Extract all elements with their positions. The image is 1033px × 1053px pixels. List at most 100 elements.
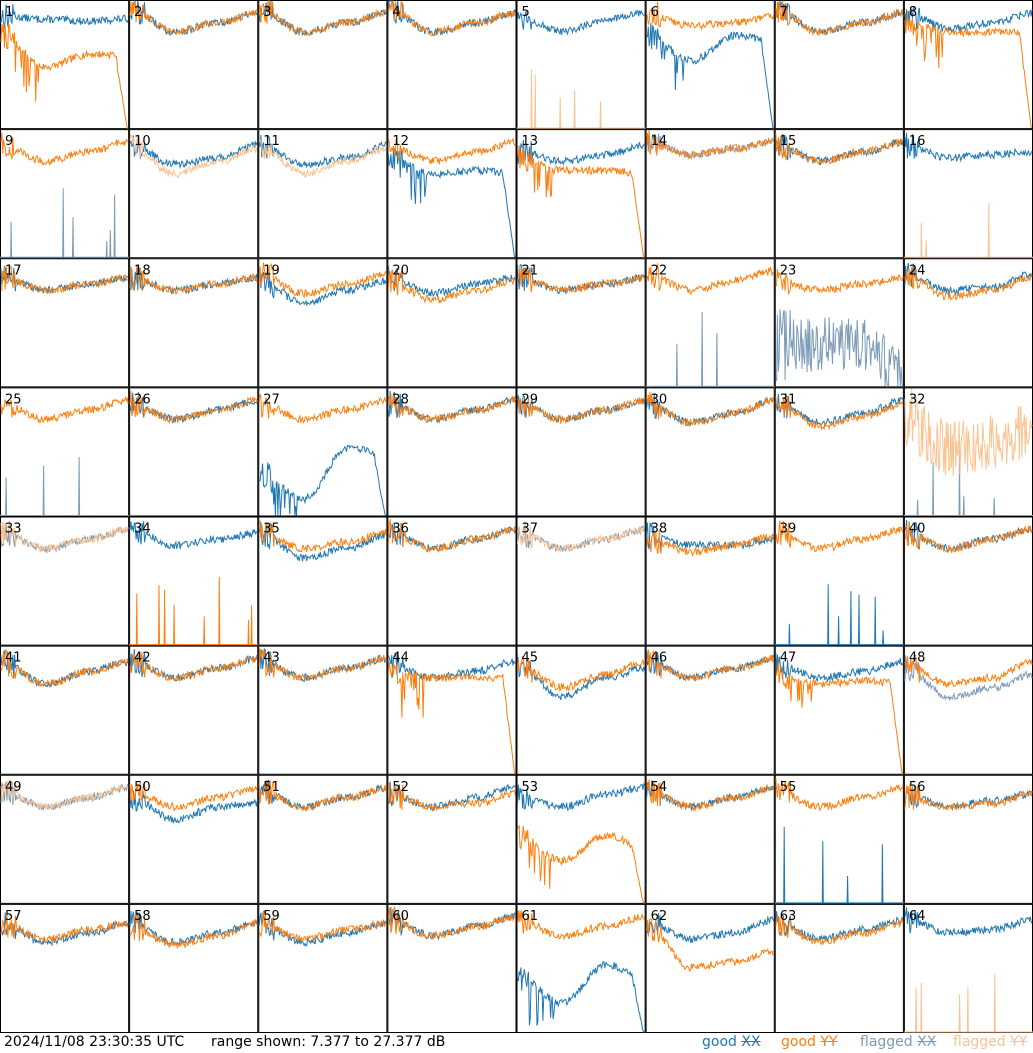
- panel-number-label: 61: [522, 909, 539, 924]
- spectrum-panel-46: 46: [645, 645, 775, 775]
- panel-number-label: 7: [780, 5, 788, 20]
- legend-good-xx-prefix: good: [702, 1034, 742, 1050]
- panel-number-label: 23: [780, 263, 797, 278]
- series-yy-panel-58: [129, 913, 258, 949]
- panel-number-label: 59: [263, 909, 280, 924]
- spectrum-panel-14: 14: [645, 129, 775, 259]
- spectrum-panel-37: 37: [516, 516, 646, 646]
- panel-number-label: 19: [263, 263, 280, 278]
- spectrum-panel-1: 1: [0, 0, 130, 130]
- series-xx-panel-54: [646, 780, 775, 811]
- series-xx-panel-1: [0, 3, 129, 29]
- spectrum-panel-28: 28: [387, 387, 517, 517]
- series-xx-panel-24: [904, 262, 1033, 296]
- series-xx-panel-8: [904, 6, 1033, 33]
- spectrum-panel-44: 44: [387, 645, 517, 775]
- series-xx-panel-61: [517, 961, 645, 1033]
- series-yy-panel-20: [387, 269, 516, 305]
- spectrum-panel-12: 12: [387, 129, 517, 259]
- panel-frame: [774, 129, 904, 259]
- panel-number-label: 26: [134, 392, 151, 407]
- series-yy-panel-3: [258, 0, 387, 37]
- series-xx-panel-27: [259, 444, 387, 516]
- series-yy-panel-41: [0, 649, 129, 688]
- panel-frame: [387, 0, 517, 130]
- panel-number-label: 6: [651, 5, 659, 20]
- spectrum-panel-9: 9: [0, 129, 130, 259]
- spectrum-panel-18: 18: [129, 258, 259, 388]
- series-yy-panel-25: [0, 396, 129, 425]
- spectrum-panel-50: 50: [129, 774, 259, 904]
- series-xx-panel-55: [774, 826, 904, 904]
- series-xx-panel-22: [645, 311, 775, 387]
- panel-number-label: 8: [909, 5, 917, 20]
- series-yy-panel-26: [129, 390, 258, 425]
- footer-bar: 2024/11/08 23:30:35 UTC range shown: 7.3…: [0, 1033, 1033, 1053]
- panel-number-label: 48: [909, 651, 926, 666]
- panel-number-label: 55: [780, 780, 797, 795]
- spectrum-panel-47: 47: [774, 645, 904, 775]
- series-yy-panel-52: [387, 783, 516, 812]
- panel-number-label: 33: [5, 522, 22, 537]
- spectrum-panel-15: 15: [774, 129, 904, 259]
- series-yy-panel-62: [646, 918, 775, 973]
- spectrum-panel-61: 61: [516, 903, 646, 1033]
- panel-number-label: 57: [5, 909, 22, 924]
- panel-number-label: 58: [134, 909, 151, 924]
- panel-frame: [387, 774, 517, 904]
- panel-number-label: 40: [909, 522, 926, 537]
- panel-number-label: 32: [909, 392, 926, 407]
- panel-number-label: 15: [780, 134, 797, 149]
- series-yy-panel-4: [387, 0, 516, 36]
- panel-frame: [258, 129, 388, 259]
- panel-number-label: 2: [134, 5, 142, 20]
- panel-frame: [645, 774, 775, 904]
- panel-number-label: 43: [263, 651, 280, 666]
- series-yy-panel-60: [387, 905, 516, 940]
- spectrum-panel-55: 55: [774, 774, 904, 904]
- legend-flagged-yy-symbol: YY: [1010, 1034, 1028, 1050]
- legend-flagged-xx-symbol: XX: [917, 1034, 937, 1050]
- series-yy-panel-8: [904, 12, 1033, 129]
- series-yy-panel-46: [646, 649, 775, 682]
- series-yy-panel-61: [517, 910, 646, 941]
- panel-number-label: 46: [651, 651, 668, 666]
- series-yy-panel-16: [903, 202, 1033, 258]
- series-xx-panel-53: [517, 782, 646, 811]
- legend-good-yy-symbol: YY: [820, 1034, 838, 1050]
- series-yy-panel-57: [0, 911, 129, 944]
- spectrum-panel-43: 43: [258, 645, 388, 775]
- spectrum-panel-29: 29: [516, 387, 646, 517]
- series-yy-panel-43: [258, 649, 387, 682]
- series-yy-panel-35: [258, 519, 387, 553]
- series-xx-panel-64: [904, 907, 1033, 937]
- panel-number-label: 24: [909, 263, 926, 278]
- spectrum-panel-52: 52: [387, 774, 517, 904]
- panel-number-label: 9: [5, 134, 13, 149]
- series-xx-panel-11: [258, 134, 387, 169]
- series-yy-panel-39: [775, 520, 904, 553]
- series-yy-panel-34: [129, 576, 259, 646]
- series-yy-panel-2: [129, 0, 258, 36]
- series-xx-panel-23: [775, 309, 904, 388]
- spectrum-panel-33: 33: [0, 516, 130, 646]
- series-xx-panel-62: [646, 912, 775, 943]
- series-yy-panel-40: [904, 521, 1033, 554]
- timestamp-label: 2024/11/08 23:30:35 UTC: [4, 1034, 185, 1050]
- series-yy-panel-10: [129, 134, 258, 179]
- panel-number-label: 10: [134, 134, 151, 149]
- series-yy-panel-32: [904, 388, 1033, 476]
- series-xx-panel-50: [129, 790, 258, 824]
- panel-number-label: 52: [392, 780, 409, 795]
- spectrum-panel-23: 23: [774, 258, 904, 388]
- spectrum-panel-25: 25: [0, 387, 130, 517]
- panel-number-label: 62: [651, 909, 668, 924]
- spectrum-panel-24: 24: [903, 258, 1033, 388]
- series-xx-panel-47: [775, 652, 904, 683]
- panel-frame: [129, 129, 259, 259]
- spectrum-panel-35: 35: [258, 516, 388, 646]
- legend-flagged-yy-prefix: flagged: [953, 1034, 1011, 1050]
- series-yy-panel-23: [775, 268, 904, 295]
- series-yy-panel-13: [517, 145, 645, 258]
- spectrum-panel-6: 6: [645, 0, 775, 130]
